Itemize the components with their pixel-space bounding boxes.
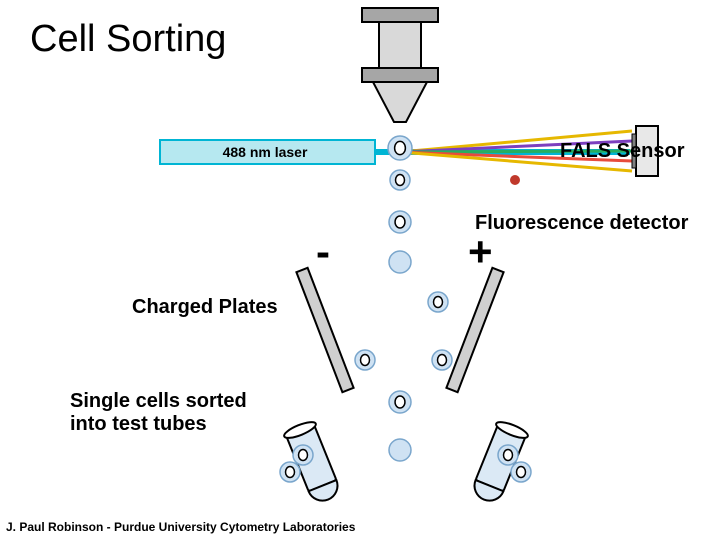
nozzle-icon bbox=[362, 8, 438, 122]
diagram-svg bbox=[0, 0, 720, 540]
diagram-stage: Cell Sorting 488 nm laser FALS Sensor Fl… bbox=[0, 0, 720, 540]
fluorescence-label: Fluorescence detector bbox=[475, 212, 688, 235]
plus-sign: + bbox=[468, 228, 493, 276]
footer-credit: J. Paul Robinson - Purdue University Cyt… bbox=[6, 520, 355, 534]
fals-label: FALS Sensor bbox=[560, 140, 684, 163]
charged-plate-left bbox=[296, 268, 353, 392]
minus-sign: - bbox=[316, 228, 330, 276]
tubes-label: Single cells sorted into test tubes bbox=[70, 390, 270, 436]
laser-label: 488 nm laser bbox=[195, 144, 335, 160]
charged-plate-right bbox=[446, 268, 503, 392]
charged-plates-label: Charged Plates bbox=[132, 296, 278, 319]
fluorescence-dot bbox=[510, 175, 520, 185]
